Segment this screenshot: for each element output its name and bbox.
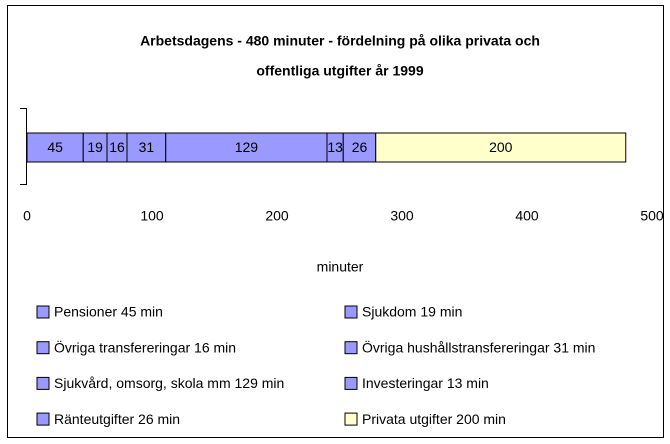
x-tick-label: 500 xyxy=(640,208,664,224)
legend-label: Pensioner 45 min xyxy=(54,304,163,320)
data-label: 13 xyxy=(327,139,343,155)
legend-swatch xyxy=(36,305,50,319)
data-label: 200 xyxy=(489,139,513,155)
chart-frame xyxy=(7,5,664,438)
legend-label: Övriga transfereringar 16 min xyxy=(54,338,236,355)
legend-label: Sjukvård, omsorg, skola mm 129 min xyxy=(54,375,284,391)
legend-swatch xyxy=(36,376,50,390)
data-label: 16 xyxy=(109,139,125,155)
legend-swatch xyxy=(36,341,50,355)
legend-label: Ränteutgifter 26 min xyxy=(54,411,180,427)
data-label: 45 xyxy=(47,139,63,155)
data-label: 129 xyxy=(235,139,259,155)
chart-title: offentliga utgifter år 1999 xyxy=(256,63,423,79)
x-tick-label: 100 xyxy=(140,208,164,224)
x-tick-label: 0 xyxy=(23,208,31,224)
data-label: 31 xyxy=(139,139,155,155)
bar-segment xyxy=(342,132,377,163)
data-label: 26 xyxy=(352,139,368,155)
legend-label: Sjukdom 19 min xyxy=(362,304,462,320)
legend-label: Övriga hushållstransfereringar 31 min xyxy=(362,338,595,355)
data-label: 19 xyxy=(87,139,103,155)
legend-swatch xyxy=(344,412,358,426)
x-tick-label: 300 xyxy=(390,208,414,224)
x-axis-label: minuter xyxy=(317,259,364,275)
bar-segment xyxy=(126,132,167,163)
legend-swatch xyxy=(344,376,358,390)
legend-swatch xyxy=(36,412,50,426)
legend-swatch xyxy=(344,341,358,355)
legend-label: Investeringar 13 min xyxy=(362,375,489,391)
x-tick-label: 400 xyxy=(515,208,539,224)
x-tick-label: 200 xyxy=(265,208,289,224)
bar-segment xyxy=(26,132,84,163)
legend-swatch xyxy=(344,305,358,319)
legend-label: Privata utgifter 200 min xyxy=(362,411,506,427)
chart-title: Arbetsdagens - 480 minuter - fördelning … xyxy=(140,33,540,49)
bar-segment xyxy=(375,132,627,163)
bar-segment xyxy=(165,132,328,163)
